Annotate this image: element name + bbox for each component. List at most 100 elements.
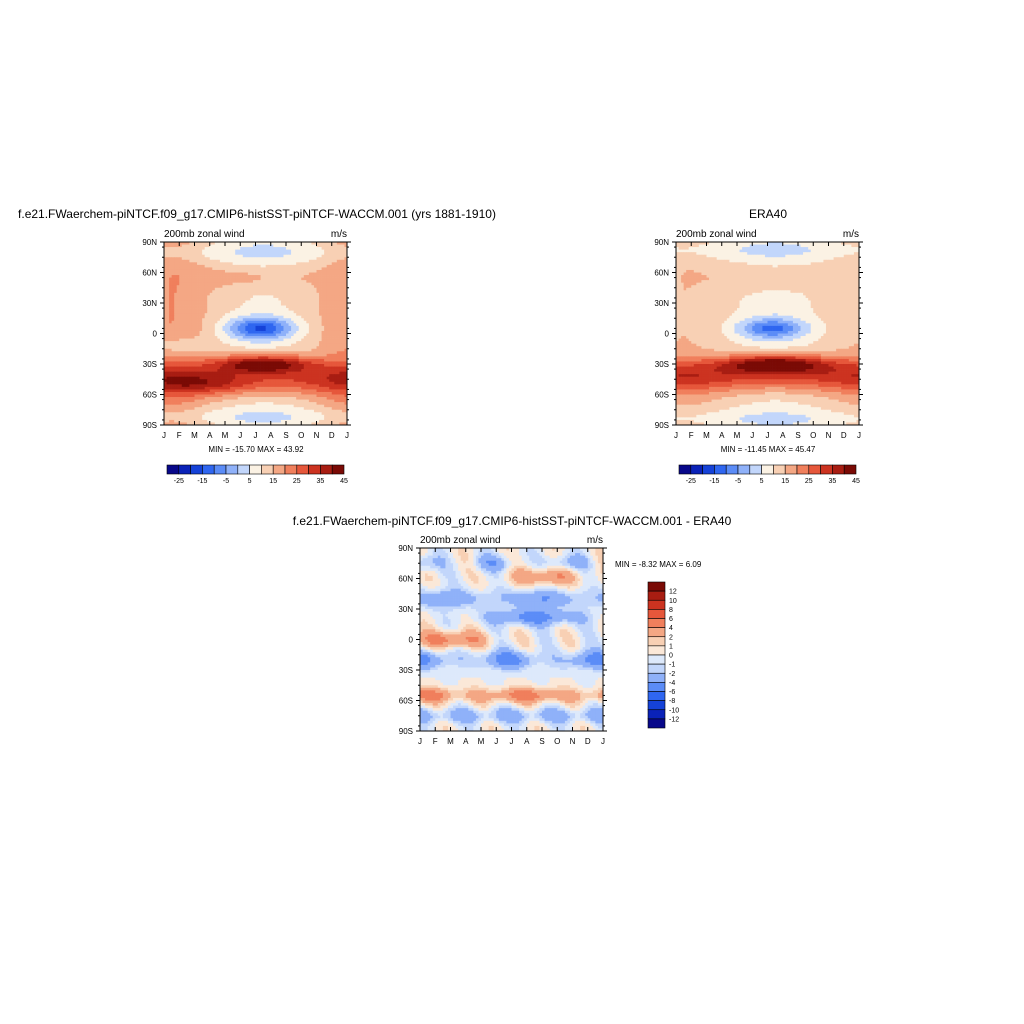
contour-cell [237,379,241,383]
contour-cell [237,247,241,250]
contour-cell [222,389,226,393]
contour-cell [227,325,231,329]
contour-cell [313,285,317,289]
contour-cell [184,272,188,276]
contour-cell [174,414,178,418]
contour-cell [280,369,284,372]
contour-cell [247,341,251,345]
contour-cell [186,262,190,266]
contour-cell [174,320,178,324]
contour-cell [169,361,172,365]
contour-cell [240,305,244,309]
contour-cell [303,254,307,258]
contour-cell [212,351,216,355]
contour-cell [331,308,335,311]
contour-cell [164,394,167,398]
contour-cell [252,353,256,357]
contour-cell [250,267,254,271]
contour-cell [316,412,320,416]
contour-cell [280,330,284,334]
contour-cell [278,369,282,372]
contour-cell [252,374,256,378]
contour-cell [184,412,188,416]
contour-cell [176,333,180,337]
contour-cell [245,244,249,248]
contour-cell [321,371,325,375]
contour-cell [263,315,267,319]
contour-cell [273,275,277,278]
contour-cell [339,244,343,248]
contour-cell [225,242,228,245]
contour-cell [341,277,345,281]
contour-cell [280,285,284,289]
contour-cell [286,371,289,375]
contour-cell [240,285,244,289]
contour-cell [174,407,178,411]
contour-cell [334,320,338,324]
contour-cell [278,336,282,339]
contour-cell [293,272,297,276]
contour-cell [199,320,203,324]
contour-cell [225,407,228,411]
contour-cell [227,386,231,390]
contour-cell [199,285,203,289]
contour-cell [242,287,246,291]
contour-cell [273,343,277,347]
contour-cell [339,404,343,408]
contour-cell [230,374,233,378]
contour-cell [171,366,175,370]
contour-cell [293,259,297,263]
contour-cell [341,297,345,301]
contour-cell [189,341,193,345]
contour-cell [230,244,233,248]
contour-cell [164,404,167,408]
contour-cell [227,379,231,383]
contour-cell [225,330,228,334]
contour-cell [316,295,320,299]
contour-cell [263,379,267,383]
contour-cell [199,323,203,327]
contour-cell [336,356,340,360]
contour-cell [291,407,294,411]
contour-cell [306,259,310,263]
contour-cell [296,308,300,311]
contour-cell [189,364,193,367]
contour-cell [245,254,249,258]
contour-cell [278,300,282,304]
contour-cell [280,325,284,329]
contour-cell [252,257,256,261]
contour-cell [191,399,195,403]
contour-cell [339,315,343,319]
contour-cell [339,336,343,339]
contour-cell [298,318,302,322]
contour-cell [164,315,167,319]
contour-cell [321,272,325,276]
contour-cell [217,381,221,385]
contour-cell [311,320,315,324]
contour-cell [242,269,246,273]
contour-cell [303,320,307,324]
contour-cell [186,242,190,245]
contour-cell [209,384,213,388]
contour-cell [174,287,178,291]
contour-cell [268,402,272,406]
contour-cell [308,292,312,296]
contour-cell [237,394,241,398]
contour-cell [242,386,246,390]
contour-cell [227,330,231,334]
contour-cell [319,374,322,378]
contour-cell [194,262,198,266]
contour-cell [164,303,167,306]
contour-cell [209,315,213,319]
contour-cell [204,336,208,339]
contour-cell [237,364,241,367]
contour-cell [222,297,226,301]
contour-cell [344,356,348,360]
contour-cell [311,391,315,395]
contour-cell [288,244,292,248]
contour-cell [250,404,254,408]
contour-cell [225,282,228,286]
contour-cell [344,259,348,263]
contour-cell [222,351,226,355]
contour-cell [291,397,294,400]
